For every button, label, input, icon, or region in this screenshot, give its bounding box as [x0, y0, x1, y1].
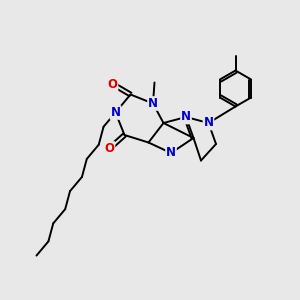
Text: N: N	[181, 110, 191, 124]
Text: N: N	[203, 116, 214, 130]
Text: N: N	[110, 106, 121, 119]
Text: N: N	[148, 97, 158, 110]
Text: O: O	[104, 142, 115, 155]
Text: N: N	[166, 146, 176, 160]
Text: O: O	[107, 77, 118, 91]
